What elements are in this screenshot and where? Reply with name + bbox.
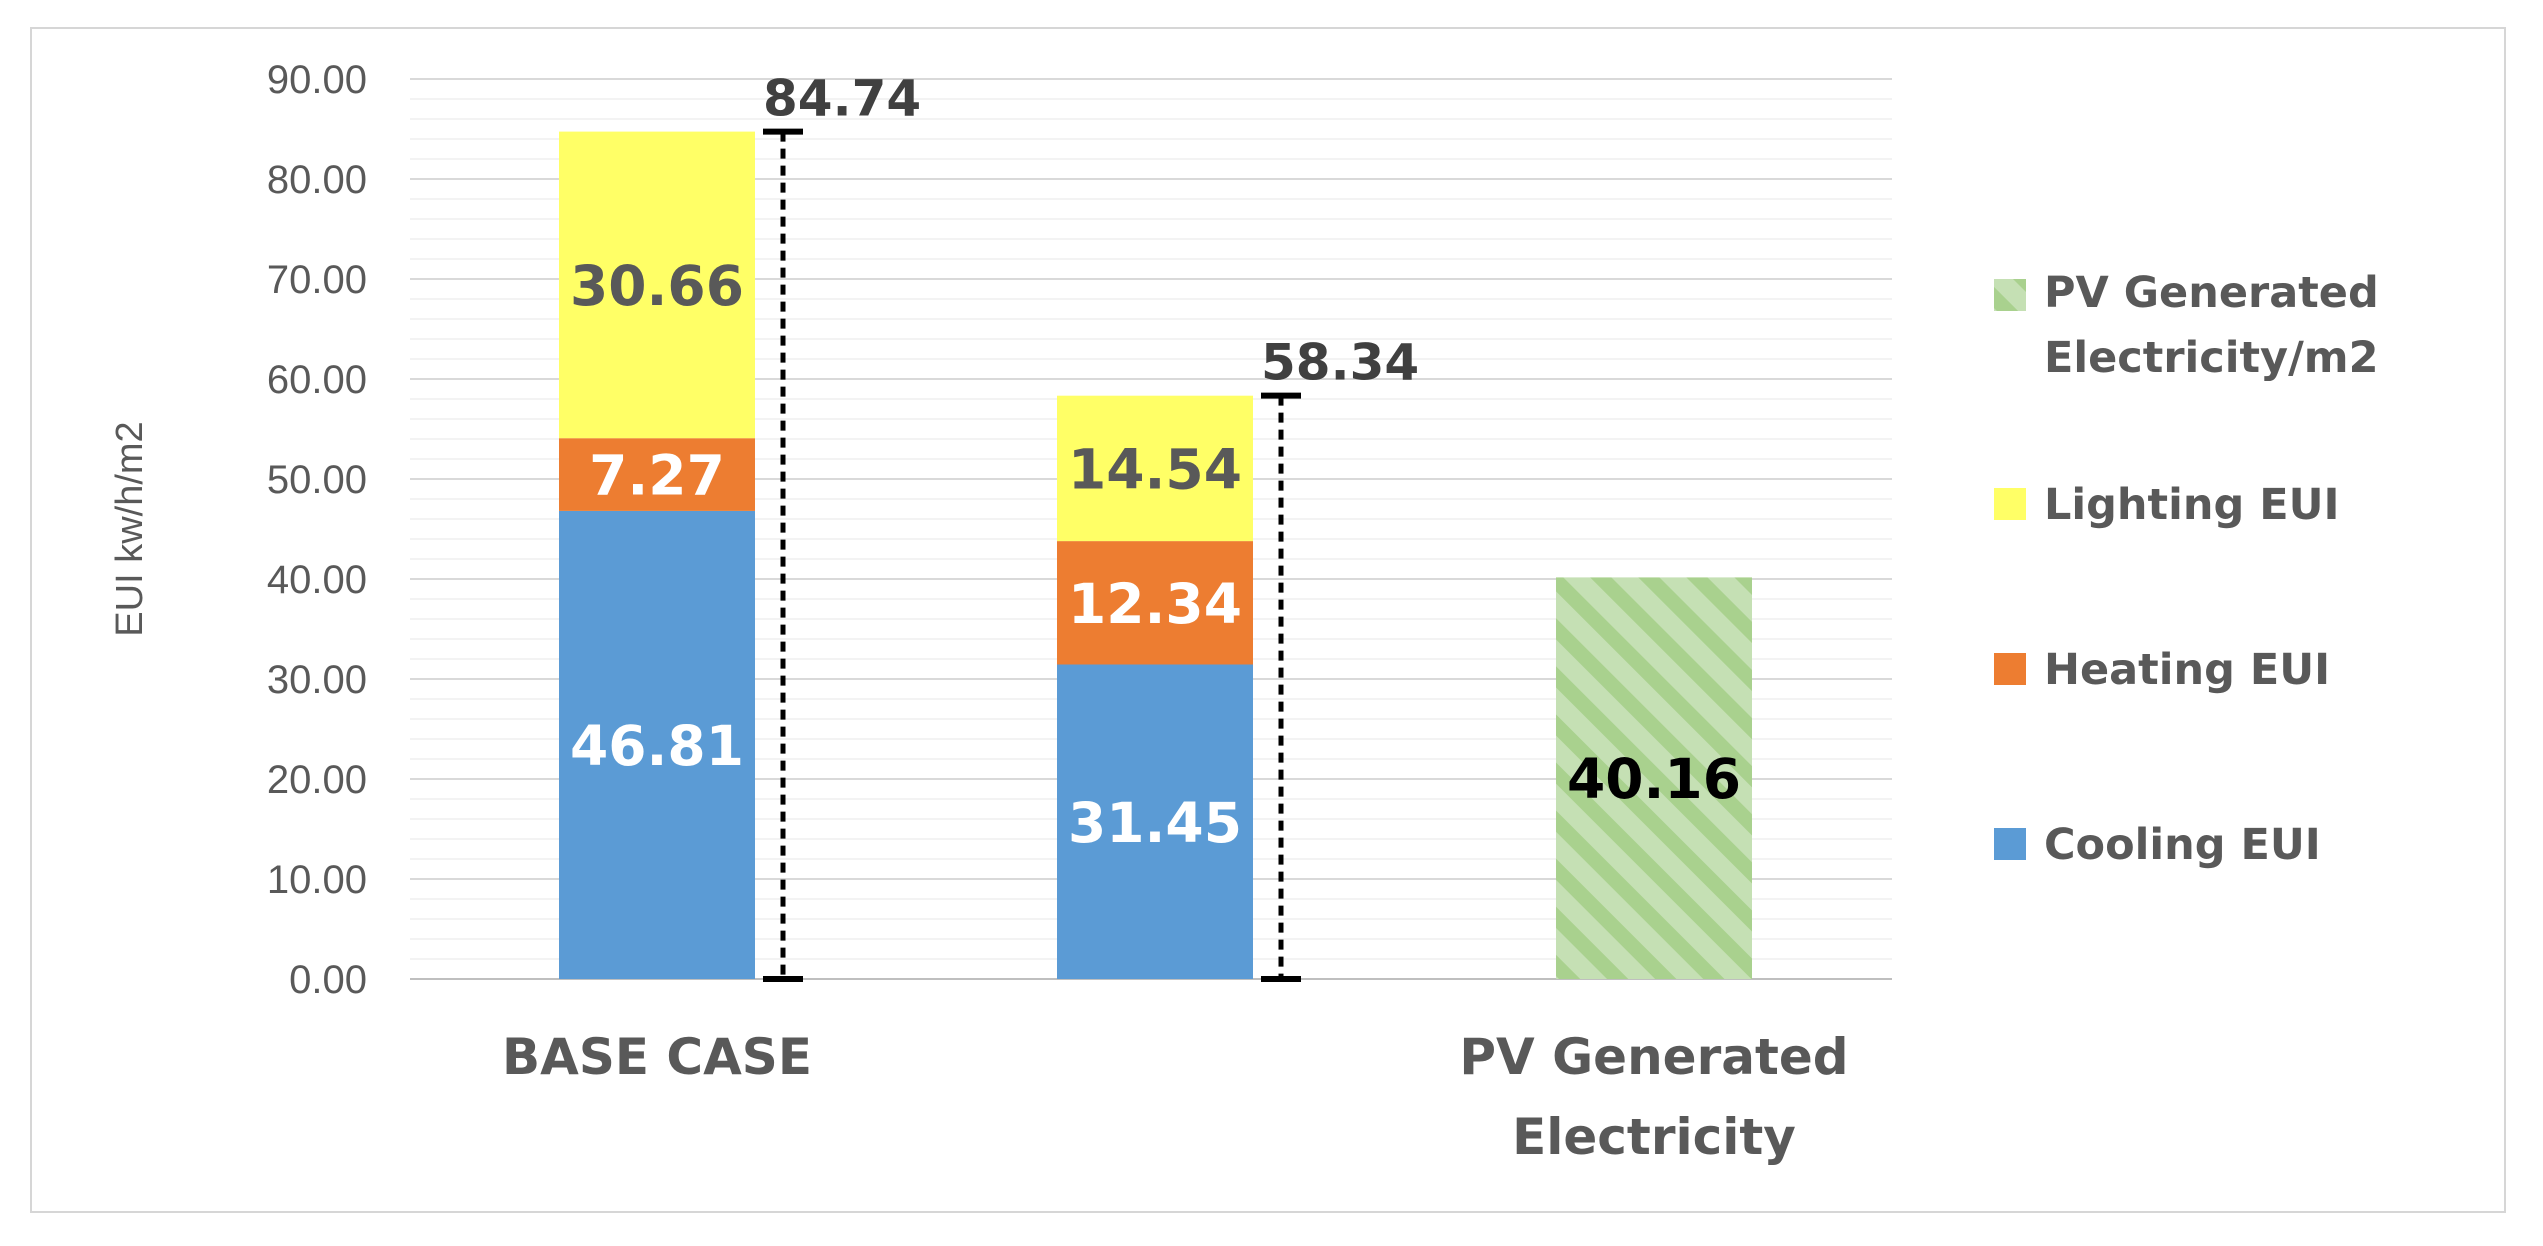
bar-segment-cooling-eui	[559, 510, 755, 979]
chart-frame: 0.00 10.00 20.00 30.00 40.00 50.00 60.00 70.00 8…	[30, 27, 2506, 1213]
y-tick-label: 30.00	[267, 658, 367, 702]
bar-segment-heating-eui	[559, 438, 755, 511]
bar-segment-heating-eui	[1057, 541, 1253, 665]
x-category-label-line: Electricity	[1512, 1108, 1796, 1166]
legend-label: Cooling EUI	[2044, 820, 2321, 870]
total-label: 58.34	[1261, 334, 1419, 392]
y-tick-label: 50.00	[267, 458, 367, 502]
y-tick-label: 60.00	[267, 358, 367, 402]
legend-swatch-lighting-eui	[1994, 488, 2026, 520]
data-labels: 46.81 7.27 30.66 31.45 12.34 14.54 40.16 84.74 5…	[570, 70, 1741, 982]
y-tick-label: 70.00	[267, 258, 367, 302]
legend-label: Heating EUI	[2044, 645, 2330, 695]
data-label: 14.54	[1068, 437, 1242, 501]
y-tick-label: 0.00	[289, 958, 367, 1002]
data-label: 30.66	[570, 254, 744, 318]
total-label: 84.74	[763, 70, 921, 128]
data-label: 31.45	[1068, 791, 1242, 855]
data-label: 40.16	[1567, 747, 1741, 811]
bar-segment-cooling-eui	[1057, 664, 1253, 979]
data-label: 12.34	[1068, 572, 1242, 636]
bar-segment-pv-generated-electricity-m2	[1556, 577, 1752, 979]
legend-label-line: Cooling EUI	[2044, 820, 2321, 870]
y-tick-label: 80.00	[267, 158, 367, 202]
y-tick-label: 20.00	[267, 758, 367, 802]
bar-segment-lighting-eui	[1057, 395, 1253, 542]
legend-label: Lighting EUI	[2044, 480, 2339, 530]
legend-label-line: PV Generated	[2044, 268, 2379, 318]
data-label: 7.27	[589, 444, 725, 508]
x-category-label: PV Generated Electricity	[1459, 1028, 1848, 1166]
bar-segment-lighting-eui	[559, 131, 755, 439]
data-label: 46.81	[570, 714, 744, 778]
legend-label-line: Heating EUI	[2044, 645, 2330, 695]
legend-label-line: Lighting EUI	[2044, 480, 2339, 530]
y-tick-label: 10.00	[267, 858, 367, 902]
legend-label: PV Generated Electricity/m2	[2044, 268, 2379, 383]
y-axis-title: EUI kw/h/m2	[109, 421, 151, 636]
legend-label-line: Electricity/m2	[2044, 333, 2379, 383]
bars	[559, 131, 1752, 979]
x-category-label-line: BASE CASE	[502, 1028, 812, 1086]
y-tick-label: 40.00	[267, 558, 367, 602]
stacked-bar-chart: 0.00 10.00 20.00 30.00 40.00 50.00 60.00 70.00 8…	[109, 58, 2379, 1166]
legend-swatch-heating-eui	[1994, 653, 2026, 685]
legend-swatch-cooling-eui	[1994, 828, 2026, 860]
x-category-label: BASE CASE	[502, 1028, 812, 1086]
y-tick-label: 90.00	[267, 58, 367, 102]
x-axis-categories: BASE CASE PV Generated Electricity	[502, 1028, 1849, 1166]
legend: PV Generated Electricity/m2 Lighting EUI He…	[1994, 268, 2379, 870]
x-category-label-line: PV Generated	[1459, 1028, 1848, 1086]
legend-swatch-pv-generated-electricity-m2	[1994, 279, 2026, 311]
